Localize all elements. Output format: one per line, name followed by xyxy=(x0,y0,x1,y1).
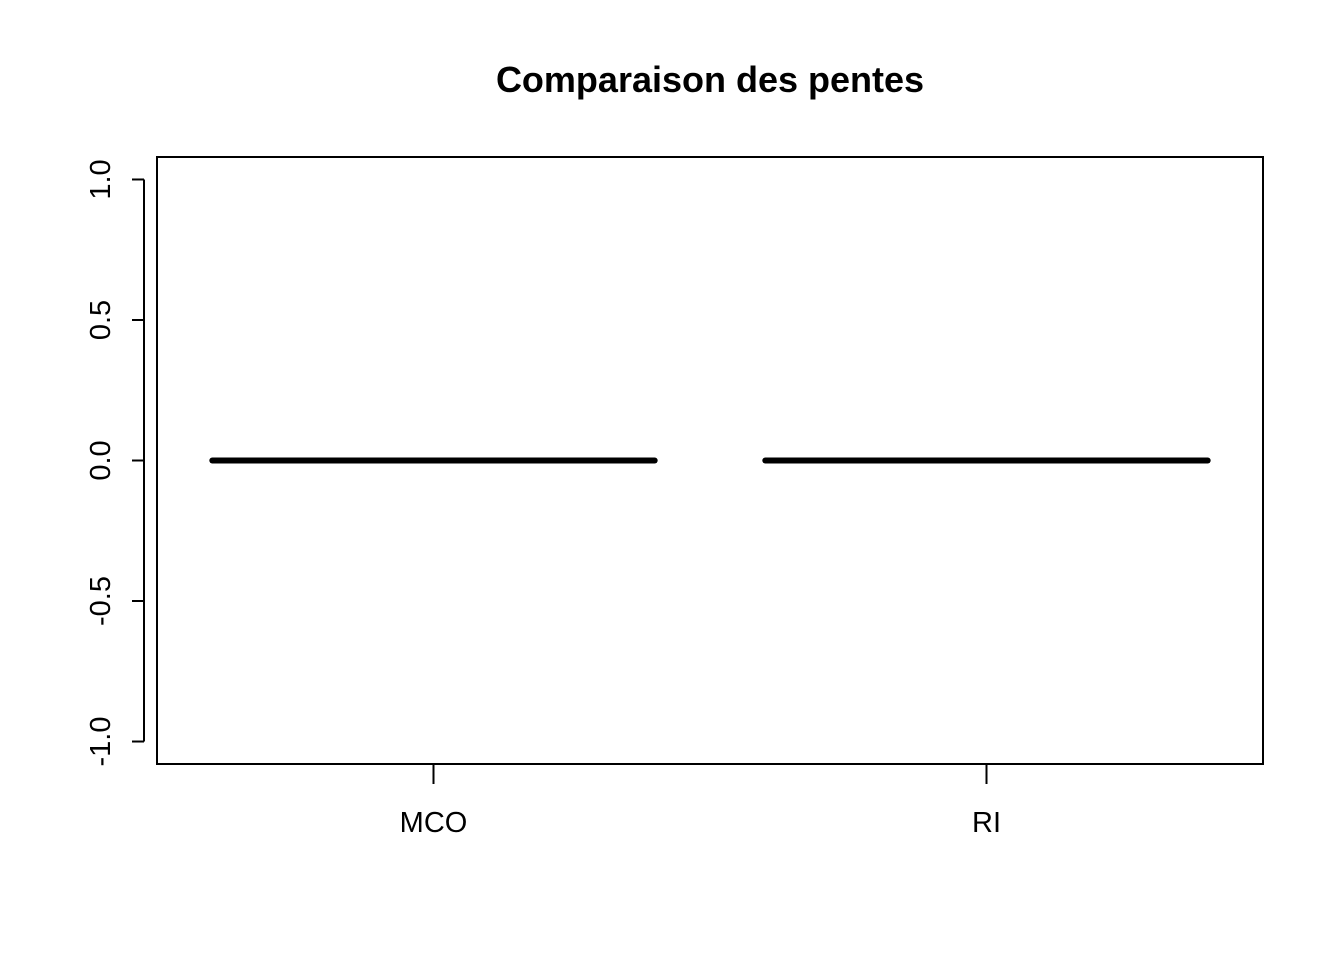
plot-frame xyxy=(156,156,1264,765)
y-tick-label: 1.0 xyxy=(85,159,117,199)
y-tick-label: -1.0 xyxy=(85,717,117,767)
y-tick-label: 0.0 xyxy=(85,440,117,480)
x-tick-label: RI xyxy=(972,807,1001,839)
y-tick-label: 0.5 xyxy=(85,300,117,340)
x-axis: MCO RI xyxy=(400,764,1001,839)
y-tick-label: -0.5 xyxy=(85,576,117,626)
x-tick-label: MCO xyxy=(400,807,468,839)
y-axis: -1.0 -0.5 0.0 0.5 1.0 xyxy=(85,159,145,767)
chart-title: Comparaison des pentes xyxy=(496,59,924,100)
